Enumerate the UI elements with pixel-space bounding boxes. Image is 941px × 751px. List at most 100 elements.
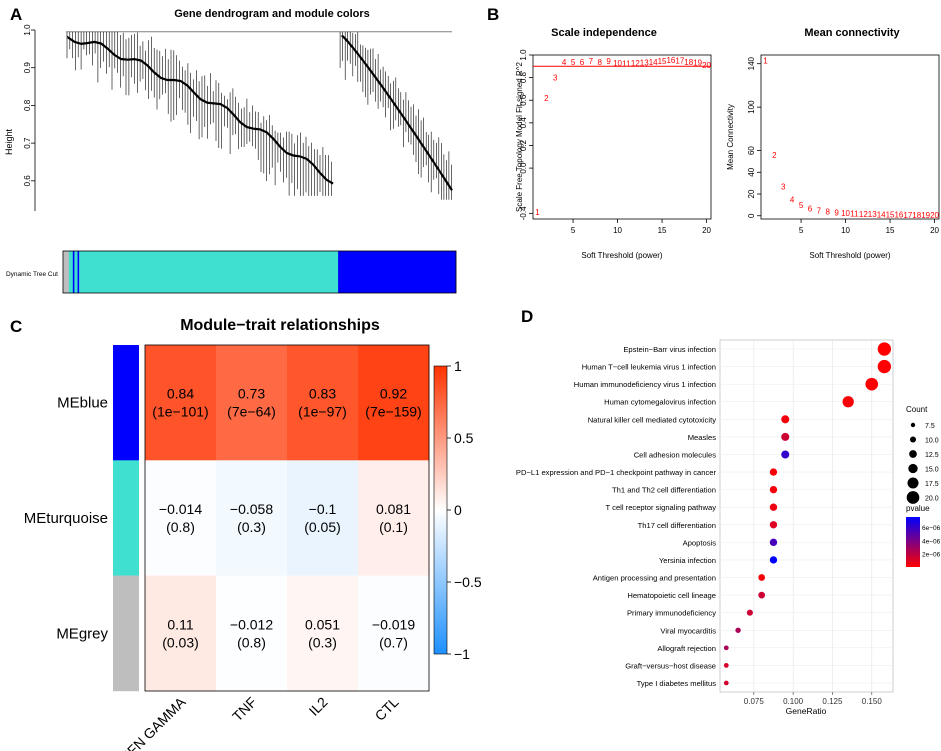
- mean-connectivity-point-label: 6: [808, 204, 813, 213]
- pathway-label: Viral myocarditis: [660, 626, 716, 635]
- module-color-segment-turquoise-left: [68, 251, 74, 293]
- scale-independence-title: Scale independence: [551, 27, 657, 39]
- dotplot-point: [723, 645, 729, 651]
- heatmap-cell-value: 0.11: [167, 616, 193, 632]
- pathway-label: Measles: [688, 433, 716, 442]
- module-color-segment-turquoise: [79, 251, 339, 293]
- trait-column-label: IL2: [306, 694, 331, 719]
- module-row-color: [113, 575, 139, 692]
- mean-connectivity-point-label: 11: [850, 210, 859, 219]
- pathway-label: Th17 cell differentiation: [638, 521, 716, 530]
- mean-connectivity-point-label: 7: [817, 206, 822, 215]
- dotplot-point: [769, 503, 778, 511]
- mean-connectivity-point-label: 12: [859, 210, 868, 219]
- mean-connectivity-point-label: 13: [868, 210, 877, 219]
- heatmap-cell: [216, 345, 288, 461]
- count-legend-title: Count: [906, 405, 928, 414]
- trait-column-label: TNF: [229, 694, 260, 725]
- heatmap-cell-value: −0.012: [230, 616, 273, 632]
- heatmap-cell-value: −0.019: [372, 616, 415, 632]
- scale-independence-point-label: 19: [693, 58, 702, 67]
- panel-label-a: A: [10, 5, 22, 24]
- scale-independence-y-tick-label: 0.8: [519, 72, 528, 84]
- pathway-label: Hematopoietic cell lineage: [627, 591, 716, 600]
- heatmap-cell-pvalue: (0.3): [237, 519, 266, 535]
- pathway-label: Th1 and Th2 cell differentiation: [612, 486, 716, 495]
- dotplot-x-tick-label: 0.100: [783, 697, 804, 706]
- heatmap-cell: [145, 345, 217, 461]
- pathway-label: Type I diabetes mellitus: [637, 679, 717, 688]
- scale-independence-point-label: 9: [606, 57, 611, 66]
- dendrogram-panel: Gene dendrogram and module colors Height…: [4, 8, 457, 294]
- heatmap-cell-value: 0.081: [376, 501, 411, 517]
- correlation-colorbar-label: 0: [454, 502, 462, 518]
- pathway-label: Antigen processing and presentation: [593, 574, 716, 583]
- correlation-colorbar-label: −0.5: [454, 574, 482, 590]
- dendrogram-y-label: Height: [4, 128, 14, 155]
- scale-independence-point-label: 1: [535, 208, 540, 217]
- dendrogram-y-tick-label: 0.8: [23, 99, 32, 111]
- heatmap-cell: [287, 575, 359, 692]
- count-legend-dot: [910, 422, 916, 428]
- pvalue-legend-label: 2e−06: [922, 552, 941, 559]
- scale-independence-x-tick-label: 15: [658, 226, 667, 235]
- pvalue-legend-label: 6e−06: [922, 525, 941, 532]
- scale-independence-y-tick-label: 0.4: [519, 117, 528, 129]
- heatmap-cell-value: 0.84: [167, 386, 194, 402]
- heatmap-cell-pvalue: (7e−159): [365, 404, 421, 420]
- scale-independence-x-tick-label: 20: [702, 226, 711, 235]
- mean-connectivity-y-tick-label: 20: [747, 189, 756, 198]
- dotplot-point: [781, 450, 790, 459]
- mean-connectivity-y-label: Mean Connectivity: [726, 104, 735, 170]
- pathway-label: Allograft rejection: [657, 644, 716, 653]
- mean-connectivity-point-label: 18: [912, 211, 921, 220]
- mean-connectivity-title: Mean connectivity: [804, 27, 900, 39]
- heatmap-cell: [287, 460, 359, 576]
- mean-connectivity-point-label: 14: [877, 210, 886, 219]
- mean-connectivity-x-tick-label: 5: [799, 226, 804, 235]
- dendrogram-tree: [66, 31, 453, 200]
- scale-independence-point-label: 5: [571, 58, 576, 67]
- scale-independence-point-label: 6: [580, 58, 585, 67]
- dotplot-point: [842, 396, 854, 408]
- trait-column-label: CTL: [372, 694, 402, 724]
- mean-connectivity-x-tick-label: 15: [886, 226, 895, 235]
- trait-column-label: IFN GAMMA: [121, 693, 189, 751]
- scale-independence-point-label: 10: [613, 59, 622, 68]
- module-color-segment-blue-streak: [72, 251, 75, 293]
- heatmap-cell-value: 0.051: [305, 616, 340, 632]
- pathway-label: Apoptosis: [683, 538, 717, 547]
- dotplot-point: [769, 468, 778, 476]
- correlation-colorbar: [433, 365, 448, 655]
- dotplot-x-tick-label: 0.125: [822, 697, 843, 706]
- pathway-label: PD−L1 expression and PD−1 checkpoint pat…: [516, 468, 717, 477]
- heatmap-cell-pvalue: (7e−64): [227, 404, 276, 420]
- mean-connectivity-point-label: 16: [894, 211, 903, 220]
- heatmap-cell: [358, 575, 430, 692]
- scale-independence-point-label: 8: [598, 58, 603, 67]
- dotplot-frame: [719, 339, 894, 693]
- module-color-segment-grey: [63, 251, 70, 293]
- count-legend-label: 12.5: [925, 452, 939, 459]
- pathway-label: Graft−versus−host disease: [625, 661, 716, 670]
- mean-connectivity-point-label: 1: [763, 56, 768, 65]
- count-legend-label: 17.5: [925, 481, 939, 488]
- dotplot-point: [877, 342, 892, 356]
- dotplot-point: [735, 627, 741, 633]
- mean-connectivity-point-label: 20: [930, 211, 939, 220]
- count-legend-label: 15.0: [925, 467, 939, 474]
- dendrogram-branches: [66, 31, 452, 200]
- dotplot-point: [746, 609, 753, 616]
- mean-connectivity-point-label: 9: [834, 208, 839, 217]
- module-row-label: MEgrey: [56, 625, 108, 642]
- heatmap-cell-pvalue: (0.7): [379, 634, 408, 650]
- scale-independence-point-label: 18: [684, 58, 693, 67]
- count-legend-dot: [908, 463, 918, 474]
- scale-independence-point-label: 13: [640, 58, 649, 67]
- correlation-colorbar-label: 0.5: [454, 430, 474, 446]
- mean-connectivity-y-tick-label: 40: [747, 167, 756, 176]
- count-legend-dot: [907, 477, 919, 489]
- pathway-label: Human immunodeficiency virus 1 infection: [574, 380, 716, 389]
- pathway-label: Cell adhesion molecules: [634, 450, 717, 459]
- heatmap-cell-pvalue: (0.05): [304, 519, 341, 535]
